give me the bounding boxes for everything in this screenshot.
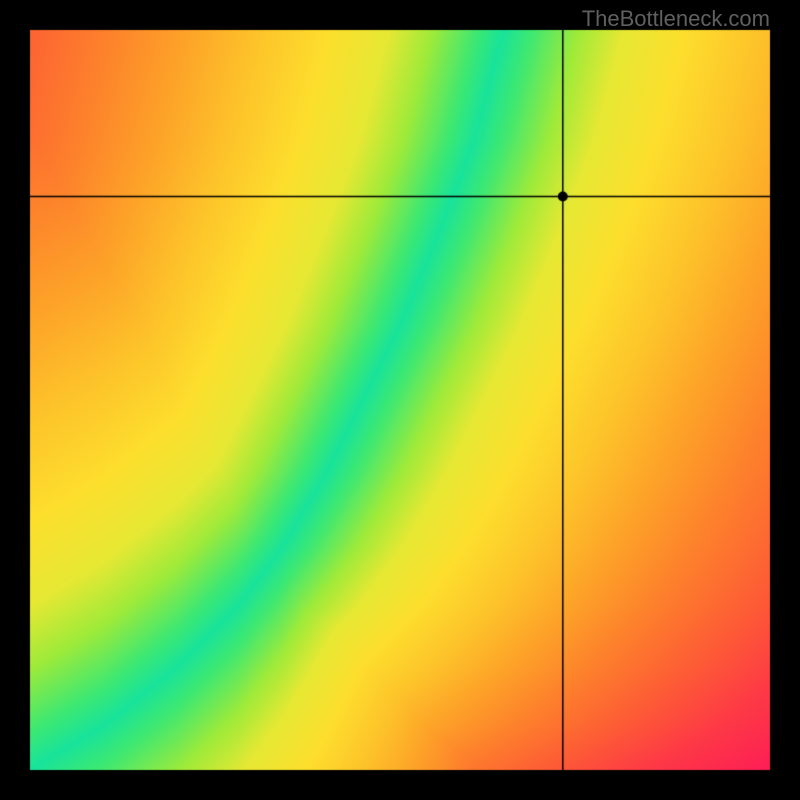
heatmap-canvas — [0, 0, 800, 800]
bottleneck-heatmap-chart: TheBottleneck.com — [0, 0, 800, 800]
attribution-label: TheBottleneck.com — [582, 6, 770, 32]
